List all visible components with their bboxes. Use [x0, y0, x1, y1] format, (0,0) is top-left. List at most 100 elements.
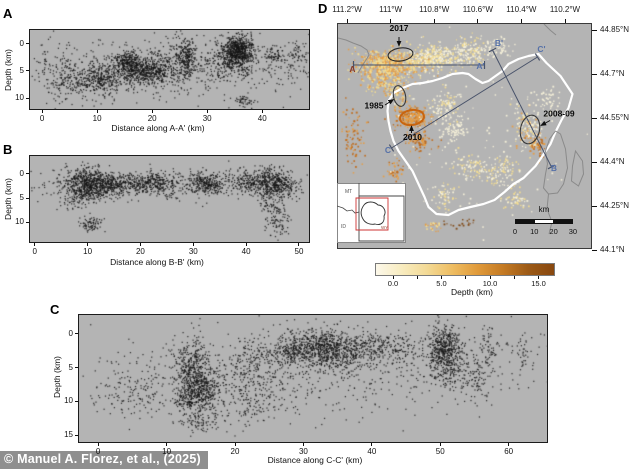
- panel-c-x-tick-label: 30: [298, 447, 308, 456]
- panel-c-y-axis-label: Depth (km): [51, 355, 62, 399]
- map-lat-label: 44.7°N: [600, 69, 625, 78]
- colorbar: [375, 263, 555, 276]
- colorbar-minor-tick: [513, 276, 515, 279]
- map-lat-tick: [592, 73, 597, 75]
- panel-c-y-tick-label: 5: [68, 362, 73, 372]
- panel-c-x-tick-label: 60: [504, 447, 514, 456]
- panel-c-x-tick-label: 0: [95, 447, 101, 456]
- panel-c-x-axis-label: Distance along C-C' (km): [267, 455, 363, 465]
- inset-label-id: ID: [341, 224, 346, 230]
- map-lon-label: 110.6°W: [462, 5, 493, 14]
- panel-a-y-tick-label: 10: [15, 93, 24, 103]
- scalebar-segment: [553, 219, 573, 224]
- panel-a-x-tick: [41, 110, 43, 113]
- scalebar-segment: [534, 219, 554, 224]
- colorbar-tick-label: 15.0: [531, 279, 546, 288]
- panel-b-x-tick: [34, 243, 36, 246]
- panel-c-x-tick-label: 40: [367, 447, 377, 456]
- map-lat-tick: [592, 205, 597, 207]
- panel-d-label: D: [318, 1, 328, 16]
- map-lat-label: 44.85°N: [600, 25, 629, 34]
- panel-c-y-tick: [75, 400, 78, 402]
- map-lon-tick: [564, 19, 566, 23]
- panel-c-x-tick: [234, 443, 236, 446]
- inset-label-mt: MT: [345, 189, 352, 195]
- panel-c-x-tick: [97, 443, 99, 446]
- panel-c-x-tick: [371, 443, 373, 446]
- panel-a-x-tick-label: 30: [202, 114, 212, 123]
- colorbar-minor-tick: [441, 276, 442, 279]
- scalebar-number: 10: [530, 227, 539, 236]
- inset-caldera-outline: [360, 201, 386, 225]
- inset-frame: [337, 183, 406, 243]
- panel-c-x-tick-label: 10: [162, 447, 172, 456]
- map-lat-label: 44.55°N: [600, 113, 629, 122]
- map-lon-label: 110.4°W: [506, 5, 537, 14]
- map-lon-label: 111.2°W: [332, 5, 362, 14]
- map-lon-label: 110.2°W: [549, 5, 581, 14]
- panel-b-y-tick: [26, 221, 29, 223]
- panel-b-x-tick-label: 10: [83, 247, 93, 256]
- scalebar-number: 30: [568, 227, 578, 236]
- panel-a-x-tick-label: 10: [92, 114, 102, 123]
- panel-b-label: B: [3, 142, 13, 157]
- panel-c-x-tick: [508, 443, 510, 446]
- panel-a-x-tick: [206, 110, 208, 113]
- panel-a-y-tick-label: 5: [19, 65, 24, 75]
- panel-c-y-tick: [75, 333, 78, 335]
- map-lon-tick: [433, 19, 435, 23]
- panel-b-x-tick: [192, 243, 194, 246]
- panel-b-y-tick: [26, 197, 29, 199]
- inset-map-extent-rect: [355, 197, 389, 231]
- panel-b-x-axis-label: Distance along B-B' (km): [110, 257, 204, 267]
- colorbar-minor-tick: [538, 276, 539, 279]
- scalebar-segment: [515, 219, 535, 224]
- panel-a-x-axis-label: Distance along A-A' (km): [111, 123, 205, 133]
- panel-a-x-tick: [261, 110, 263, 113]
- panel-c-y-tick: [75, 367, 78, 369]
- panel-a-scatter-canvas: [30, 30, 309, 109]
- inset-park-boundary: [358, 195, 405, 242]
- colorbar-tick-label: 10.0: [482, 279, 498, 288]
- panel-a-x-tick-label: 0: [39, 114, 45, 123]
- panel-b-x-tick: [245, 243, 247, 246]
- panel-a-x-tick-label: 40: [257, 114, 267, 123]
- map-lat-tick: [592, 249, 597, 251]
- panel-c-scatter-canvas: [79, 315, 547, 442]
- panel-a-x-tick-label: 20: [147, 114, 157, 123]
- map-lat-label: 44.4°N: [600, 157, 625, 166]
- panel-c-y-tick-label: 10: [64, 396, 73, 406]
- map-lat-tick: [592, 29, 597, 31]
- panel-b-x-tick-label: 30: [188, 247, 198, 256]
- panel-c-y-tick-label: 15: [64, 430, 73, 440]
- panel-c-x-tick-label: 20: [230, 447, 240, 456]
- panel-b-y-tick-label: 10: [15, 217, 24, 227]
- panel-b-x-tick: [87, 243, 89, 246]
- panel-a-plot-area: [29, 29, 310, 110]
- panel-b-x-tick: [298, 243, 300, 246]
- map-lon-label: 111°W: [379, 5, 403, 14]
- map-lon-tick: [520, 19, 522, 23]
- panel-c-y-tick: [75, 434, 78, 436]
- panel-b-plot-area: [29, 155, 310, 243]
- panel-c-x-tick-label: 50: [435, 447, 445, 456]
- panel-a-x-tick: [96, 110, 98, 113]
- panel-a-y-tick: [26, 43, 29, 45]
- panel-b-y-tick-label: 5: [19, 193, 24, 203]
- map-lat-label: 44.1°N: [600, 245, 625, 254]
- colorbar-minor-tick: [465, 276, 467, 279]
- inset-map: MT ID WY: [337, 183, 406, 243]
- panel-a-x-tick: [151, 110, 153, 113]
- panel-c-x-tick: [166, 443, 168, 446]
- map-lon-tick: [390, 19, 392, 23]
- map-lon-tick: [477, 19, 479, 23]
- panel-a-y-tick: [26, 70, 29, 72]
- panel-b-x-tick: [139, 243, 141, 246]
- scalebar-number: 20: [549, 227, 558, 236]
- scalebar-unit-label: km: [538, 205, 550, 214]
- panel-b-x-tick-label: 0: [32, 247, 37, 256]
- panel-b-scatter-canvas: [30, 156, 309, 242]
- panel-c-plot-area: [78, 314, 548, 443]
- panel-a-y-tick-label: 0: [19, 38, 24, 48]
